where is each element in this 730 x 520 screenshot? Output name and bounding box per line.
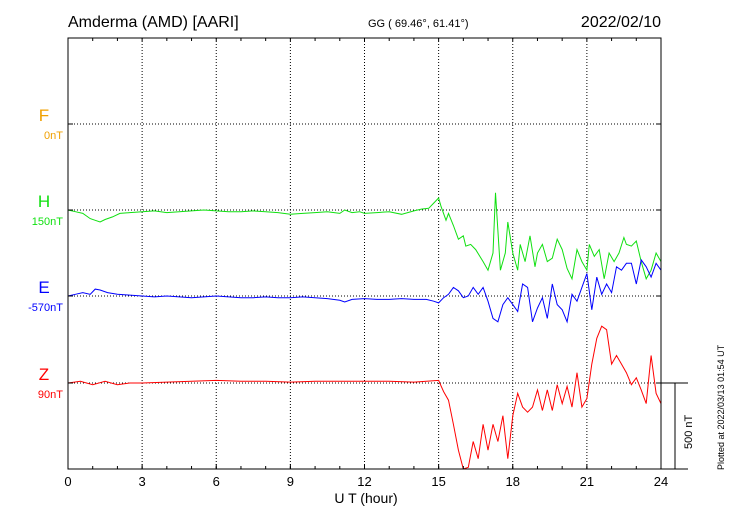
x-axis-title: U T (hour)	[334, 490, 397, 506]
series-lines	[67, 192, 662, 470]
x-tick-label: 18	[506, 474, 520, 489]
component-label-z: Z	[39, 365, 49, 384]
x-tick-label: 3	[139, 474, 146, 489]
x-tick-label: 24	[654, 474, 668, 489]
plotted-timestamp: Plotted at 2022/03/13 01:54 UT	[716, 344, 726, 470]
x-axis: 0 3 6 9 12 15 18 21 24	[64, 38, 668, 489]
scale-bar-label: 500 nT	[683, 414, 695, 449]
x-tick-label: 21	[580, 474, 594, 489]
baseline-label-z: 90nT	[38, 389, 63, 401]
x-tick-label: 9	[287, 474, 294, 489]
series-line-z	[67, 325, 662, 470]
baseline-label-e: -570nT	[28, 302, 63, 314]
component-labels: F 0nT H 150nT E -570nT Z 90nT	[28, 106, 63, 401]
station-title: Amderma (AMD) [AARI]	[68, 14, 239, 31]
date-label: 2022/02/10	[581, 14, 661, 31]
geographic-coords: GG ( 69.46°, 61.41°)	[368, 18, 469, 30]
series-line-e	[67, 258, 662, 324]
series-line-h	[67, 192, 662, 281]
plot-frame	[67, 37, 662, 470]
x-tick-label: 0	[64, 474, 71, 489]
x-tick-label: 12	[357, 474, 371, 489]
x-tick-label: 15	[431, 474, 445, 489]
scale-bar: 500 nT	[661, 382, 695, 470]
component-label-e: E	[38, 278, 49, 297]
baseline-label-h: 150nT	[32, 216, 63, 228]
component-label-f: F	[39, 106, 49, 125]
component-label-h: H	[38, 192, 50, 211]
x-tick-label: 6	[213, 474, 220, 489]
baseline-label-f: 0nT	[44, 130, 63, 142]
